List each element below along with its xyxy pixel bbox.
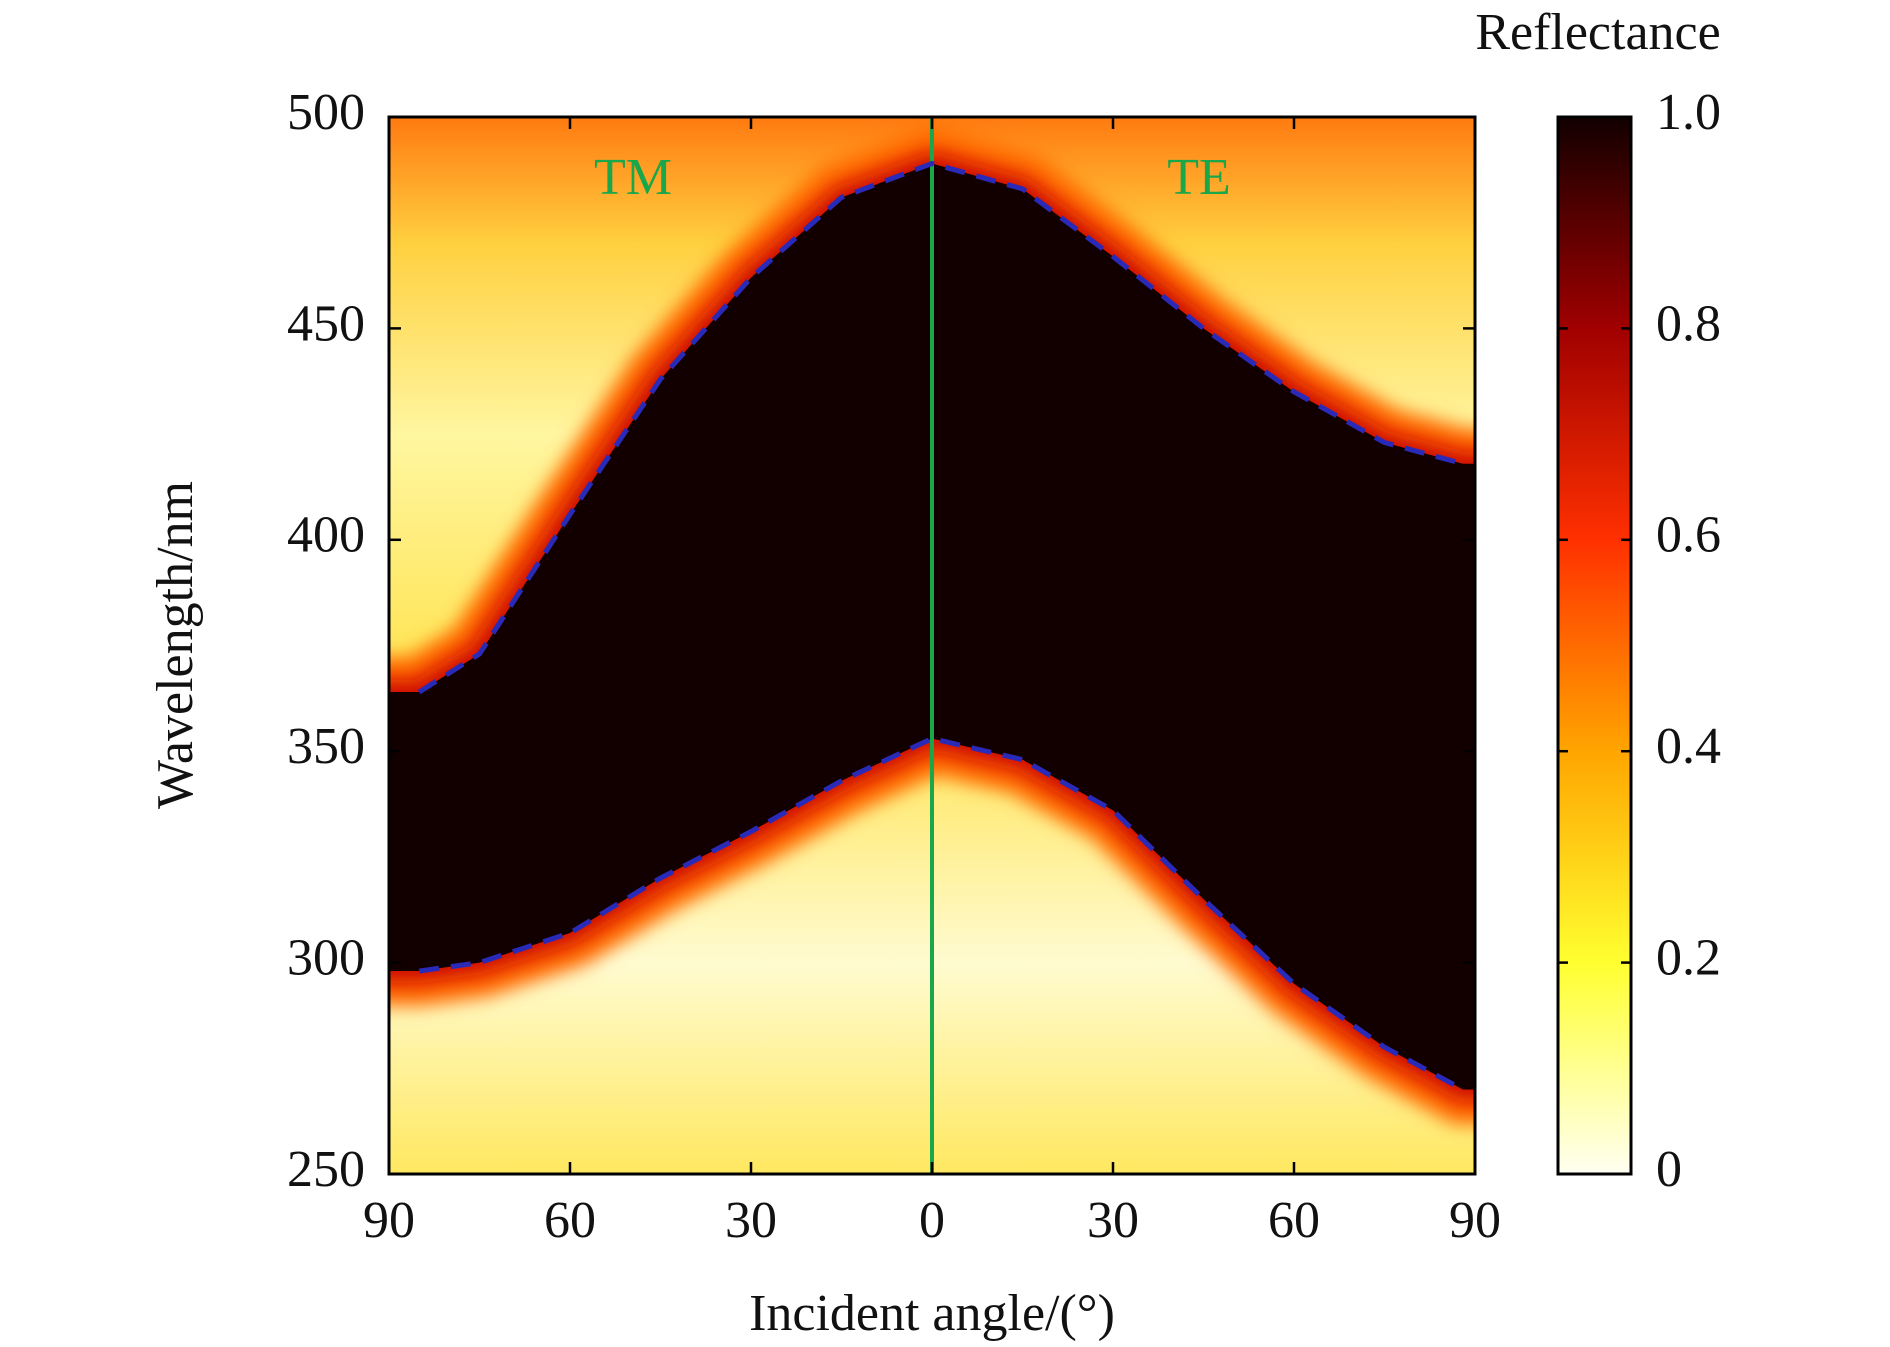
colorbar-label: Reflectance: [1475, 4, 1720, 61]
colorbar-tick-label: 1.0: [1656, 84, 1721, 141]
y-tick-label: 500: [287, 84, 365, 141]
plot-area: [389, 117, 1475, 1174]
x-tick-label: 30: [1087, 1192, 1139, 1249]
x-tick-label: 60: [544, 1192, 596, 1249]
band-edge-line: [417, 160, 1464, 695]
polarization-label: TE: [1167, 149, 1231, 206]
y-tick-label: 400: [287, 507, 365, 564]
colorbar-tick-label: 0.2: [1656, 930, 1721, 987]
colorbar-tick-label: 0.6: [1656, 507, 1721, 564]
colorbar-tick-label: 0.8: [1656, 295, 1721, 352]
polarization-label: TM: [594, 149, 672, 206]
x-axis-label: Incident angle/(°): [749, 1285, 1115, 1342]
colorbar-tick-label: 0.4: [1656, 718, 1721, 775]
x-tick-label: 0: [919, 1192, 945, 1249]
colorbar: [1556, 115, 1633, 1176]
y-tick-label: 350: [287, 718, 365, 775]
y-tick-label: 250: [287, 1141, 365, 1198]
y-tick-label: 450: [287, 295, 365, 352]
x-tick-label: 90: [1449, 1192, 1501, 1249]
y-tick-label: 300: [287, 930, 365, 987]
colorbar-tick-label: 0: [1656, 1141, 1682, 1198]
x-tick-label: 30: [725, 1192, 777, 1249]
x-tick-label: 60: [1268, 1192, 1320, 1249]
x-tick-label: 90: [363, 1192, 415, 1249]
y-axis-label: Wavelength/nm: [147, 481, 204, 809]
